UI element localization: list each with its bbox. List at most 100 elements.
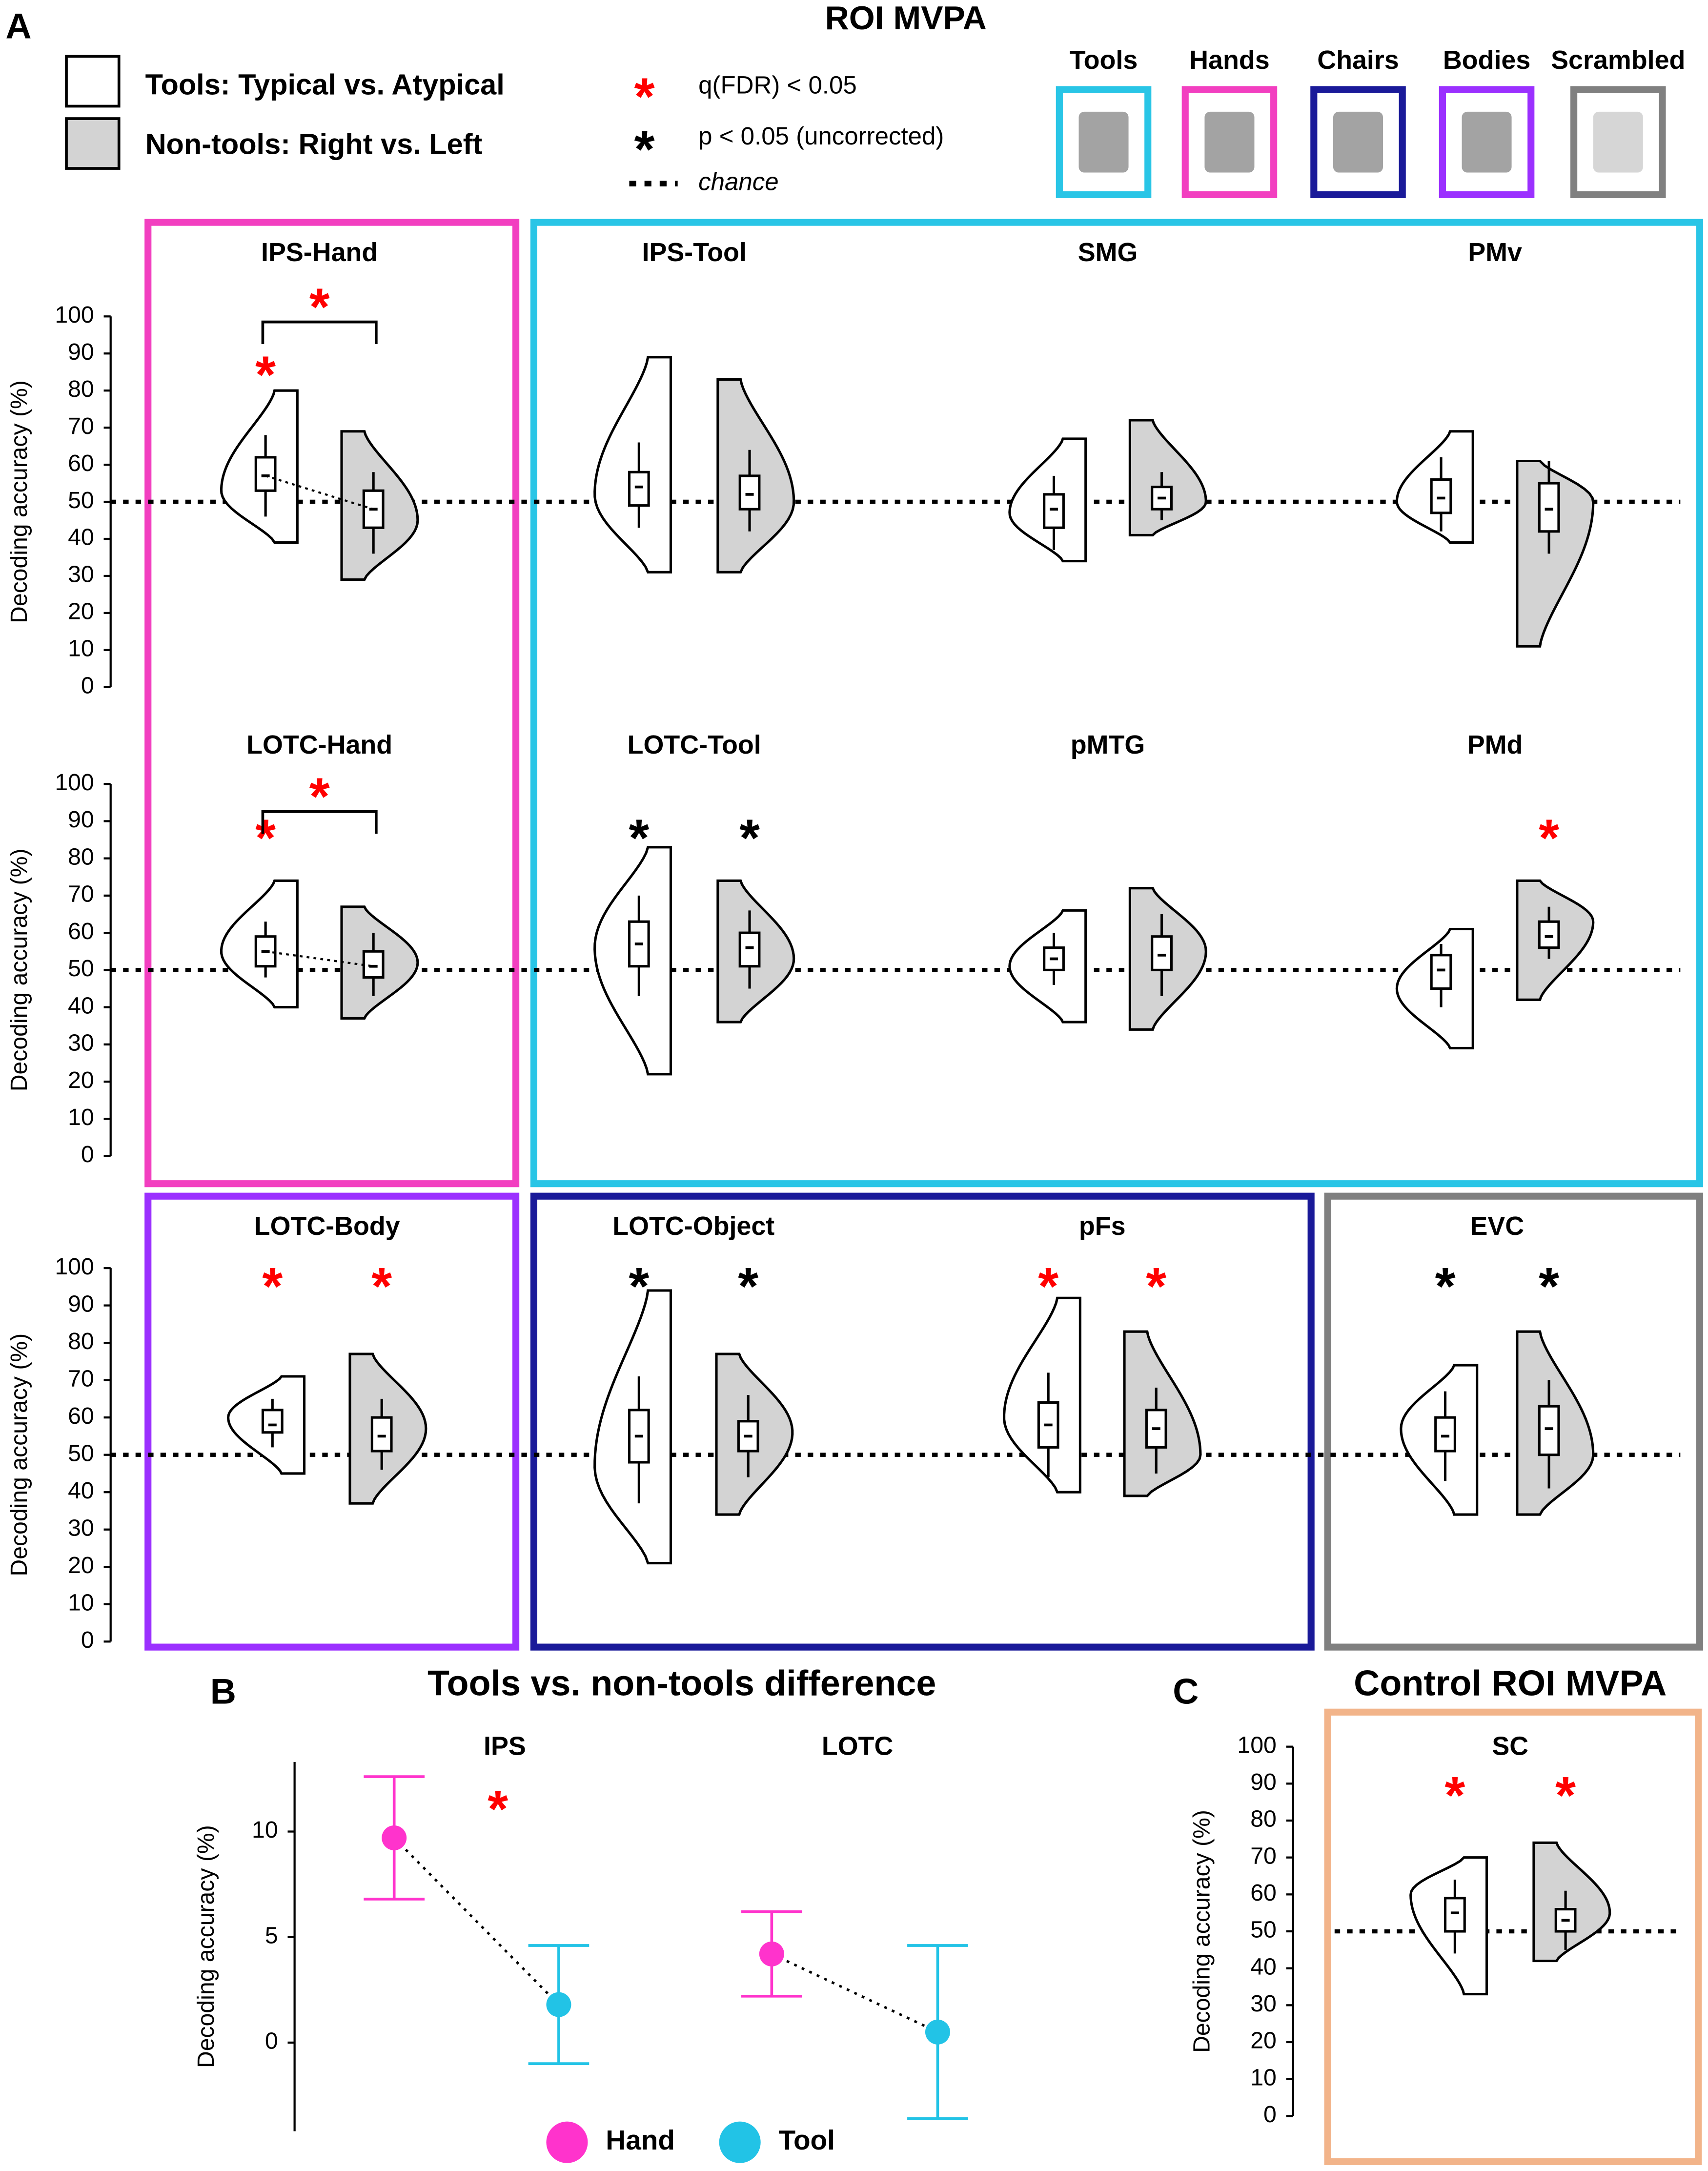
y-tick-label: 100 bbox=[55, 302, 94, 328]
y-tick-label: 60 bbox=[68, 450, 94, 476]
localizer-label: Hands bbox=[1189, 45, 1270, 75]
chart-title: Tools vs. non-tools difference bbox=[427, 1662, 936, 1703]
comparison-bracket bbox=[261, 810, 378, 834]
y-tick-label: 70 bbox=[68, 413, 94, 439]
y-tick-label: 20 bbox=[68, 598, 94, 625]
significance-star: * bbox=[371, 1257, 392, 1315]
box bbox=[370, 1416, 393, 1453]
roi-title: EVC bbox=[1470, 1211, 1524, 1241]
y-tick-label: 60 bbox=[68, 1403, 94, 1429]
localizer-label: Bodies bbox=[1443, 45, 1530, 75]
violin bbox=[1128, 419, 1207, 536]
y-tick-label: 20 bbox=[68, 1552, 94, 1578]
y-tick-label: 50 bbox=[68, 1440, 94, 1466]
y-tick-label: 0 bbox=[81, 1141, 94, 1167]
y-tick-label: 50 bbox=[68, 955, 94, 982]
box bbox=[1538, 1405, 1560, 1456]
roi-title: LOTC-Body bbox=[254, 1211, 400, 1241]
legend-star: * bbox=[634, 67, 655, 126]
localizer-icon bbox=[1462, 111, 1512, 173]
y-tick-label: 100 bbox=[55, 1253, 94, 1280]
localizer-icon bbox=[1333, 111, 1383, 173]
frame-chairs bbox=[530, 1192, 1315, 1651]
significance-star: * bbox=[488, 1780, 508, 1838]
y-tick-label: 5 bbox=[265, 1922, 278, 1948]
y-tick-label: 80 bbox=[68, 1328, 94, 1354]
y-tick-label: 30 bbox=[68, 1515, 94, 1541]
y-tick-label: 60 bbox=[68, 918, 94, 944]
localizer-label: Chairs bbox=[1317, 45, 1399, 75]
legend-text: p < 0.05 (uncorrected) bbox=[698, 122, 944, 150]
frame-bodies bbox=[144, 1192, 520, 1651]
significance-star: * bbox=[1435, 1257, 1456, 1315]
legend-label: Non-tools: Right vs. Left bbox=[145, 127, 483, 160]
violin bbox=[1516, 459, 1595, 648]
y-tick-label: 0 bbox=[81, 673, 94, 699]
significance-star: * bbox=[1444, 1766, 1465, 1824]
y-tick-label: 0 bbox=[265, 2028, 278, 2054]
localizer-icon bbox=[1593, 111, 1643, 173]
box bbox=[1151, 935, 1173, 971]
roi-title: pFs bbox=[1079, 1211, 1126, 1241]
y-tick-label: 30 bbox=[68, 561, 94, 588]
box bbox=[254, 456, 277, 492]
y-tick-label: 30 bbox=[1250, 1990, 1277, 2017]
roi-title: LOTC-Tool bbox=[628, 730, 761, 759]
significance-star: * bbox=[739, 809, 760, 867]
y-axis-label: Decoding accuracy (%) bbox=[193, 1825, 219, 2068]
localizer-frame bbox=[1439, 86, 1535, 198]
y-tick-label: 40 bbox=[68, 524, 94, 551]
y-tick-label: 70 bbox=[1250, 1843, 1277, 1869]
box bbox=[1043, 946, 1065, 971]
roi-title: SMG bbox=[1078, 238, 1138, 267]
box bbox=[1538, 920, 1560, 949]
box bbox=[1043, 493, 1065, 529]
roi-title: IPS-Tool bbox=[642, 238, 747, 267]
roi-title: PMd bbox=[1467, 730, 1523, 759]
section-title: Control ROI MVPA bbox=[1354, 1662, 1667, 1703]
box bbox=[1145, 1409, 1167, 1449]
point bbox=[382, 1825, 407, 1850]
roi-title: pMTG bbox=[1071, 730, 1145, 759]
y-axis-label: Decoding accuracy (%) bbox=[1188, 1810, 1215, 2053]
significance-star: * bbox=[629, 809, 649, 867]
legend-text: q(FDR) < 0.05 bbox=[698, 71, 857, 99]
roi-title: LOTC-Hand bbox=[246, 730, 392, 759]
category-title: LOTC bbox=[822, 1732, 894, 1761]
significance-star: * bbox=[1539, 809, 1559, 867]
frame-control bbox=[1324, 1708, 1702, 2165]
y-tick-label: 100 bbox=[1237, 1732, 1276, 1758]
panel-label: A bbox=[5, 5, 31, 46]
significance-star: * bbox=[1038, 1257, 1058, 1315]
y-tick-label: 50 bbox=[1250, 1917, 1277, 1943]
frames bbox=[144, 219, 1704, 2165]
y-tick-label: 80 bbox=[68, 376, 94, 402]
y-tick-label: 40 bbox=[68, 992, 94, 1019]
localizer-label: Tools bbox=[1070, 45, 1138, 75]
panel-label: B bbox=[210, 1671, 236, 1711]
legend-star: * bbox=[634, 120, 655, 178]
category-title: IPS bbox=[484, 1732, 526, 1761]
significance-star: * bbox=[1555, 1766, 1576, 1824]
point bbox=[925, 2019, 950, 2045]
median-connector bbox=[265, 950, 374, 967]
legend-label: Hand bbox=[606, 2125, 675, 2156]
roi-title: LOTC-Object bbox=[612, 1211, 774, 1241]
legend-marker bbox=[719, 2121, 761, 2163]
y-tick-label: 80 bbox=[68, 843, 94, 870]
box bbox=[1434, 1416, 1456, 1453]
violin bbox=[1003, 1296, 1081, 1494]
legend-label: Tool bbox=[779, 2125, 835, 2156]
y-tick-label: 10 bbox=[252, 1817, 278, 1843]
y-tick-label: 90 bbox=[1250, 1769, 1277, 1795]
y-tick-label: 10 bbox=[68, 1589, 94, 1616]
violin bbox=[593, 356, 672, 573]
point bbox=[546, 1992, 571, 2017]
legend-label: Tools: Typical vs. Atypical bbox=[145, 68, 505, 101]
median-connector bbox=[265, 474, 374, 511]
significance-star: * bbox=[262, 1257, 283, 1315]
y-axis-label: Decoding accuracy (%) bbox=[6, 380, 32, 623]
significance-star: * bbox=[738, 1257, 758, 1315]
y-tick-label: 80 bbox=[1250, 1806, 1277, 1832]
